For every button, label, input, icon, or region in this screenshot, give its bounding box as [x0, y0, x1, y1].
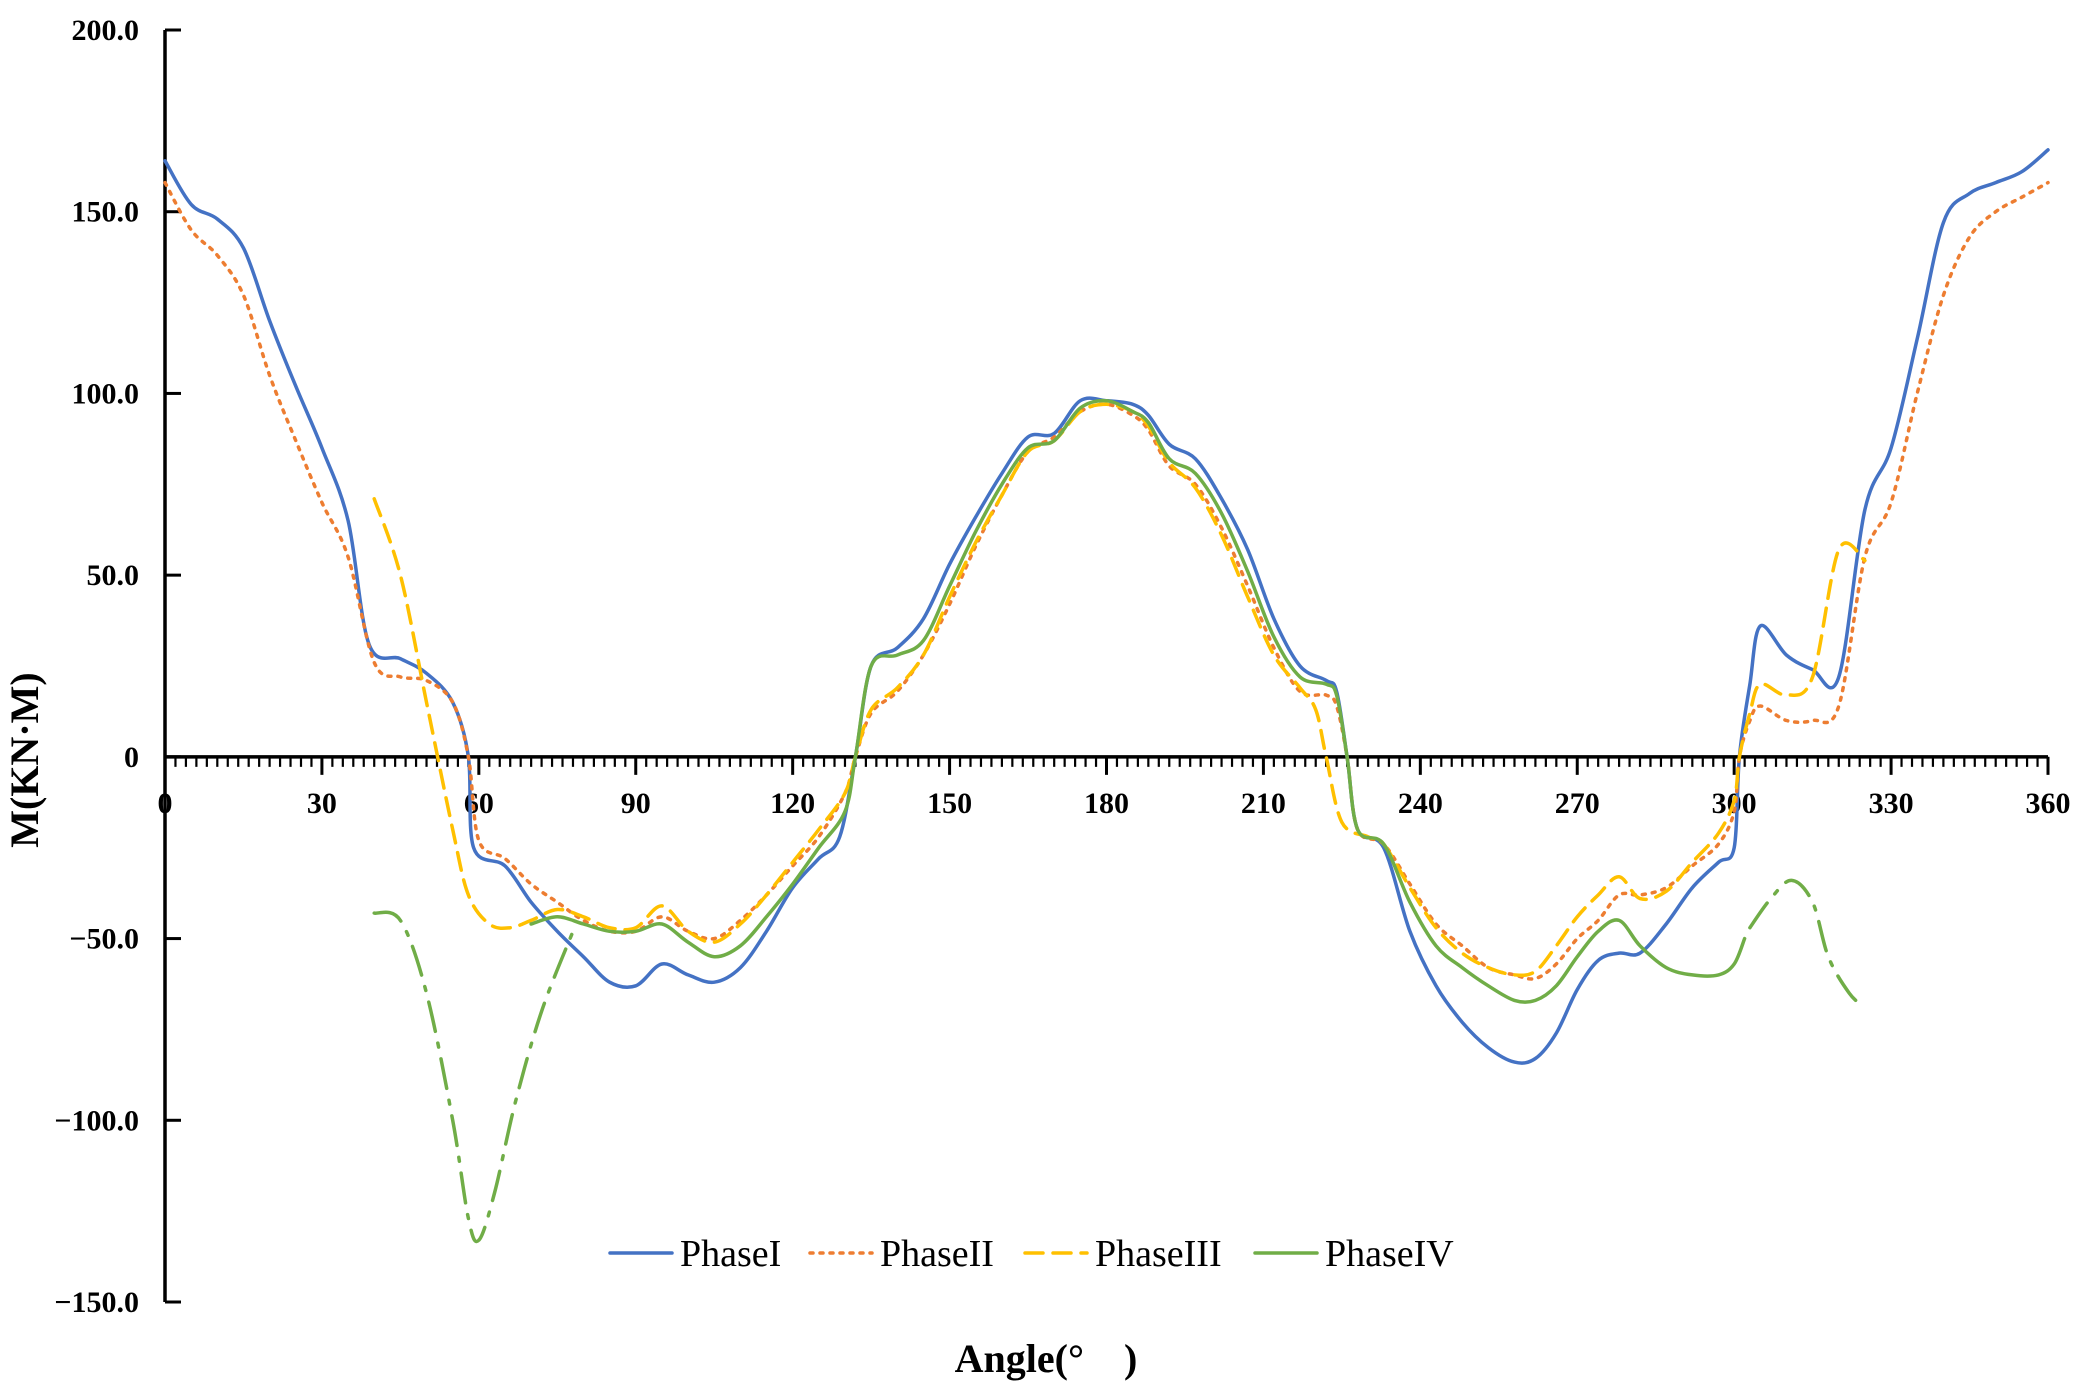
series-line-segment-5 [1748, 878, 1867, 1010]
legend-label: PhaseIII [1095, 1233, 1222, 1275]
legend-label: PhaseI [680, 1233, 781, 1275]
x-tick-label: 270 [1555, 787, 1600, 820]
x-tick-label: 30 [307, 787, 337, 820]
series-line-phasei [163, 148, 2050, 1065]
y-tick-label: 50.0 [87, 559, 140, 592]
legend-label: PhaseIV [1325, 1233, 1454, 1275]
x-ticks: 0 30 60 90 120 150 180 210 240 270 300 330 360 [158, 756, 2071, 820]
x-tick-label: 240 [1398, 787, 1443, 820]
y-axis-title: M(KN·M) [2, 672, 47, 848]
x-tick-label: 210 [1241, 787, 1286, 820]
y-tick-label: 0 [124, 741, 139, 774]
y-tick-label: 100.0 [72, 377, 140, 410]
y-ticks: 200.0 150.0 100.0 50.0 0 −50.0 −100.0 −150.0 [54, 14, 181, 1319]
x-tick-label: 360 [2026, 787, 2071, 820]
y-tick-label: −50.0 [69, 923, 139, 956]
y-tick-label: −100.0 [54, 1104, 139, 1137]
x-tick-label: 120 [770, 787, 815, 820]
x-tick-label: 0 [158, 787, 173, 820]
y-tick-label: 150.0 [72, 196, 140, 229]
series-line-phaseiv [529, 398, 1747, 1004]
y-tick-label: −150.0 [54, 1286, 139, 1319]
series-group [163, 148, 2050, 1244]
y-tick-label: 200.0 [72, 14, 140, 47]
x-axis-title: Angle(° ) [955, 1336, 1138, 1381]
x-tick-label: 90 [621, 787, 651, 820]
x-tick-label: 150 [927, 787, 972, 820]
legend-label: PhaseII [880, 1233, 994, 1275]
x-tick-label: 330 [1869, 787, 1914, 820]
series-line-phaseiii [372, 402, 1867, 978]
axes: 0 30 60 90 120 150 180 210 240 270 300 330 360 200.0… [54, 14, 2070, 1319]
series-line-segment-4 [372, 910, 575, 1244]
legend: PhaseI PhaseII PhaseIII PhaseIV [608, 1233, 1454, 1275]
x-tick-label: 180 [1084, 787, 1129, 820]
series-line-phaseii [163, 180, 2050, 981]
